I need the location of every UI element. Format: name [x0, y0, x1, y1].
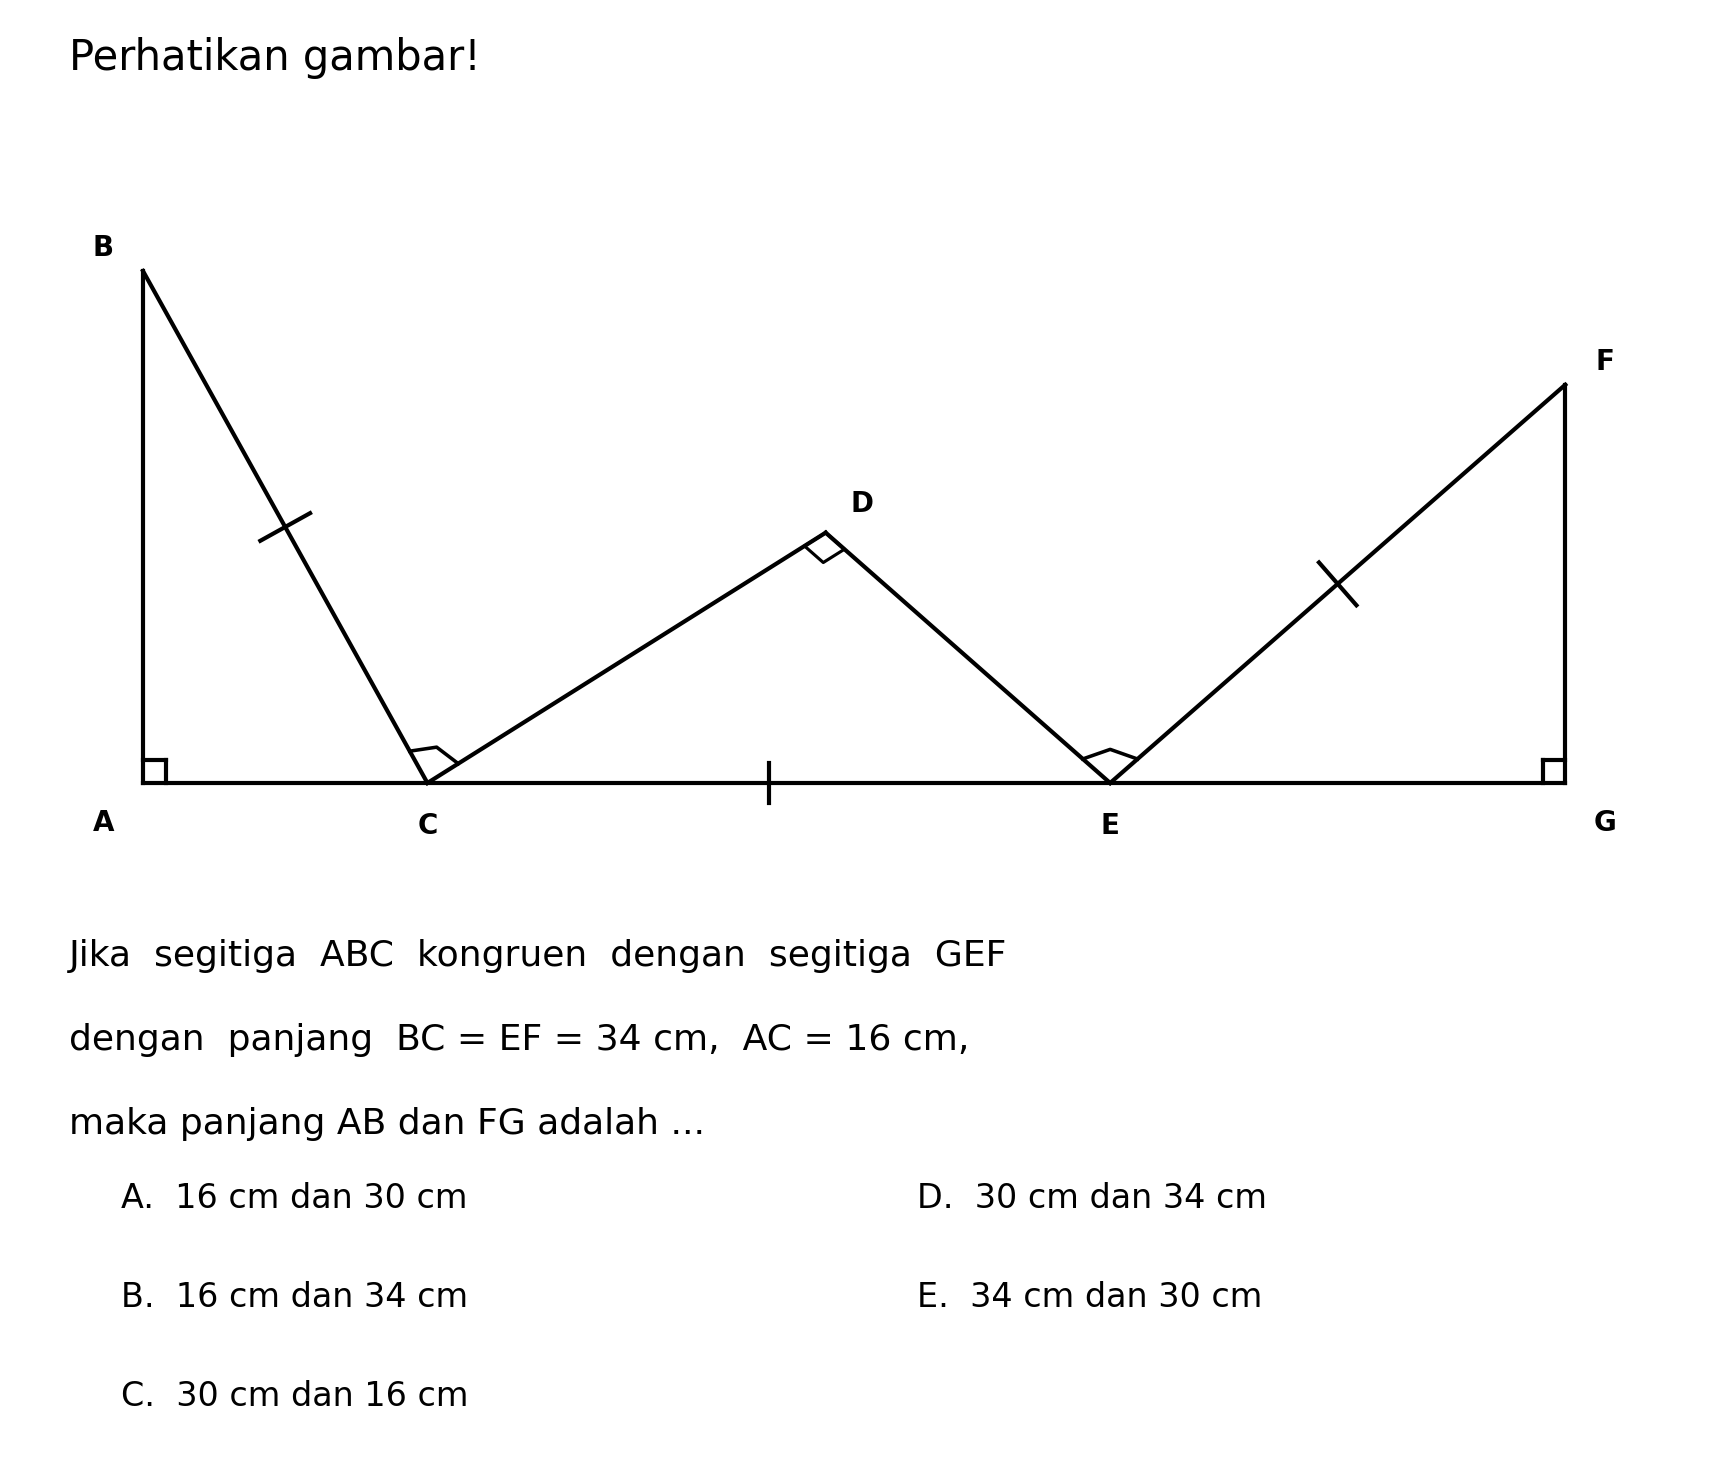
- Text: maka panjang AB dan FG adalah ...: maka panjang AB dan FG adalah ...: [69, 1107, 704, 1141]
- Text: C.  30 cm dan 16 cm: C. 30 cm dan 16 cm: [121, 1380, 469, 1413]
- Text: B: B: [92, 234, 114, 262]
- Text: B.  16 cm dan 34 cm: B. 16 cm dan 34 cm: [121, 1281, 469, 1314]
- Text: Jika  segitiga  ABC  kongruen  dengan  segitiga  GEF: Jika segitiga ABC kongruen dengan segiti…: [69, 939, 1007, 973]
- Text: Perhatikan gambar!: Perhatikan gambar!: [69, 37, 481, 78]
- Text: E: E: [1100, 813, 1119, 840]
- Text: F: F: [1595, 347, 1614, 375]
- Text: G: G: [1593, 808, 1616, 837]
- Text: D.  30 cm dan 34 cm: D. 30 cm dan 34 cm: [917, 1182, 1266, 1215]
- Text: A.  16 cm dan 30 cm: A. 16 cm dan 30 cm: [121, 1182, 467, 1215]
- Text: E.  34 cm dan 30 cm: E. 34 cm dan 30 cm: [917, 1281, 1263, 1314]
- Text: D: D: [849, 491, 874, 519]
- Text: dengan  panjang  BC = EF = 34 cm,  AC = 16 cm,: dengan panjang BC = EF = 34 cm, AC = 16 …: [69, 1023, 969, 1057]
- Text: C: C: [417, 813, 438, 840]
- Text: A: A: [92, 808, 114, 837]
